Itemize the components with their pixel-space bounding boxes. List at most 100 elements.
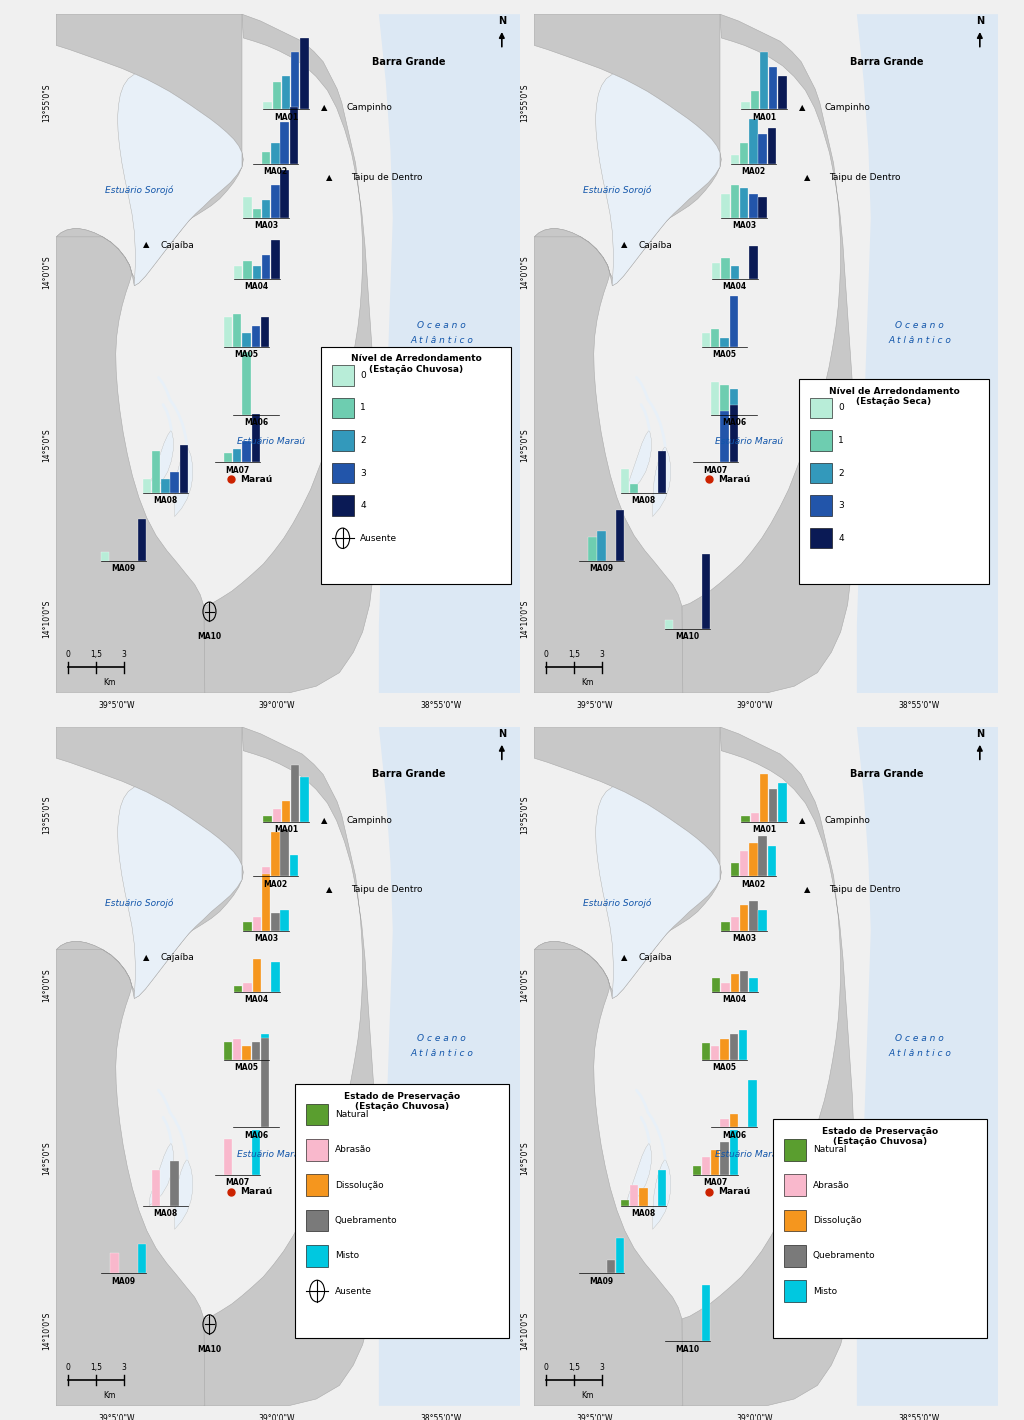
Text: MA06: MA06 xyxy=(244,417,268,427)
Text: MA02: MA02 xyxy=(741,168,765,176)
Bar xyxy=(730,295,738,346)
Text: Estado de Preservação
(Estação Chuvosa): Estado de Preservação (Estação Chuvosa) xyxy=(344,1092,460,1110)
Bar xyxy=(731,917,739,930)
Polygon shape xyxy=(682,727,855,1406)
Polygon shape xyxy=(535,941,683,1406)
Polygon shape xyxy=(596,787,720,998)
Text: Ausente: Ausente xyxy=(360,534,397,542)
Text: ▲: ▲ xyxy=(326,886,333,895)
Text: MA04: MA04 xyxy=(723,995,746,1004)
Text: Abrasão: Abrasão xyxy=(813,1180,850,1190)
Text: 14°5'0"S: 14°5'0"S xyxy=(520,1142,528,1174)
Bar xyxy=(244,922,252,930)
Bar xyxy=(300,777,309,822)
Text: 14°5'0"S: 14°5'0"S xyxy=(520,429,528,462)
Bar xyxy=(152,1170,161,1206)
Bar xyxy=(138,518,146,561)
Bar xyxy=(263,102,271,109)
Polygon shape xyxy=(535,229,683,693)
Bar xyxy=(271,832,280,876)
Bar xyxy=(588,537,597,561)
Bar xyxy=(759,197,767,217)
Text: Estuário Maraú: Estuário Maraú xyxy=(238,437,305,446)
Text: Ausente: Ausente xyxy=(335,1287,372,1295)
Bar xyxy=(778,77,786,109)
Text: 39°5'0"W: 39°5'0"W xyxy=(98,701,135,710)
Bar xyxy=(291,765,299,822)
Bar xyxy=(730,406,738,463)
Text: O c e a n o
A t l â n t i c o: O c e a n o A t l â n t i c o xyxy=(888,1034,951,1058)
Bar xyxy=(810,430,831,450)
Text: 1: 1 xyxy=(839,436,844,444)
Text: MA08: MA08 xyxy=(154,1208,177,1218)
Text: ▲: ▲ xyxy=(804,173,810,182)
Text: 14°0'0"S: 14°0'0"S xyxy=(520,256,528,288)
Bar xyxy=(253,917,261,930)
Bar xyxy=(271,185,280,217)
Bar xyxy=(657,452,667,493)
Text: Abrasão: Abrasão xyxy=(335,1146,372,1154)
Text: MA08: MA08 xyxy=(631,496,655,506)
Text: 39°5'0"W: 39°5'0"W xyxy=(577,701,613,710)
Text: MA03: MA03 xyxy=(254,934,279,943)
Bar xyxy=(597,531,606,561)
Bar xyxy=(784,1210,806,1231)
Bar xyxy=(111,1252,119,1274)
Text: N: N xyxy=(498,17,506,27)
Bar xyxy=(768,846,776,876)
Bar xyxy=(751,91,759,109)
Text: Campinho: Campinho xyxy=(346,104,392,112)
Bar xyxy=(616,510,625,561)
Polygon shape xyxy=(56,727,244,998)
Text: Misto: Misto xyxy=(813,1287,837,1295)
Bar xyxy=(711,1047,720,1059)
Bar xyxy=(262,873,270,930)
Text: MA09: MA09 xyxy=(112,1277,135,1287)
Polygon shape xyxy=(857,14,998,693)
Bar xyxy=(749,1079,757,1127)
Text: N: N xyxy=(976,17,984,27)
Bar xyxy=(760,774,768,822)
Bar xyxy=(730,1034,738,1059)
Text: ▲: ▲ xyxy=(322,816,328,825)
Text: 14°10'0"S: 14°10'0"S xyxy=(520,1312,528,1350)
Bar xyxy=(711,1150,720,1174)
Polygon shape xyxy=(118,74,242,285)
Text: Campinho: Campinho xyxy=(346,816,392,825)
Text: 38°55'0"W: 38°55'0"W xyxy=(421,1414,462,1420)
Bar xyxy=(769,67,777,109)
Polygon shape xyxy=(627,430,651,493)
Text: 4: 4 xyxy=(839,534,844,542)
Bar xyxy=(262,256,270,278)
Bar xyxy=(306,1245,329,1267)
Text: Dissolução: Dissolução xyxy=(335,1180,383,1190)
Text: 3: 3 xyxy=(599,1363,604,1372)
Text: 1: 1 xyxy=(360,403,366,412)
Text: 3: 3 xyxy=(360,469,366,477)
Bar xyxy=(224,1042,232,1059)
Text: Estuário Sorojó: Estuário Sorojó xyxy=(583,186,651,196)
Bar xyxy=(271,913,280,930)
Bar xyxy=(630,1184,638,1206)
Text: 3: 3 xyxy=(121,1363,126,1372)
Polygon shape xyxy=(596,74,720,285)
Text: Barra Grande: Barra Grande xyxy=(850,57,924,67)
Bar xyxy=(234,985,243,991)
Bar xyxy=(233,314,242,346)
Text: Km: Km xyxy=(103,1390,116,1400)
Text: ▲: ▲ xyxy=(800,104,806,112)
Text: Campinho: Campinho xyxy=(824,104,870,112)
Text: O c e a n o
A t l â n t i c o: O c e a n o A t l â n t i c o xyxy=(888,321,951,345)
Bar xyxy=(243,442,251,463)
Bar xyxy=(290,855,298,876)
Text: MA02: MA02 xyxy=(263,168,288,176)
Text: ▲: ▲ xyxy=(800,816,806,825)
Bar xyxy=(271,961,280,991)
Text: 0: 0 xyxy=(66,650,71,659)
Text: N: N xyxy=(498,730,506,740)
FancyBboxPatch shape xyxy=(295,1083,509,1338)
Text: Estuário Maraú: Estuário Maraú xyxy=(716,1150,783,1159)
Bar xyxy=(332,463,354,483)
Polygon shape xyxy=(204,14,377,693)
Bar xyxy=(606,1260,615,1274)
